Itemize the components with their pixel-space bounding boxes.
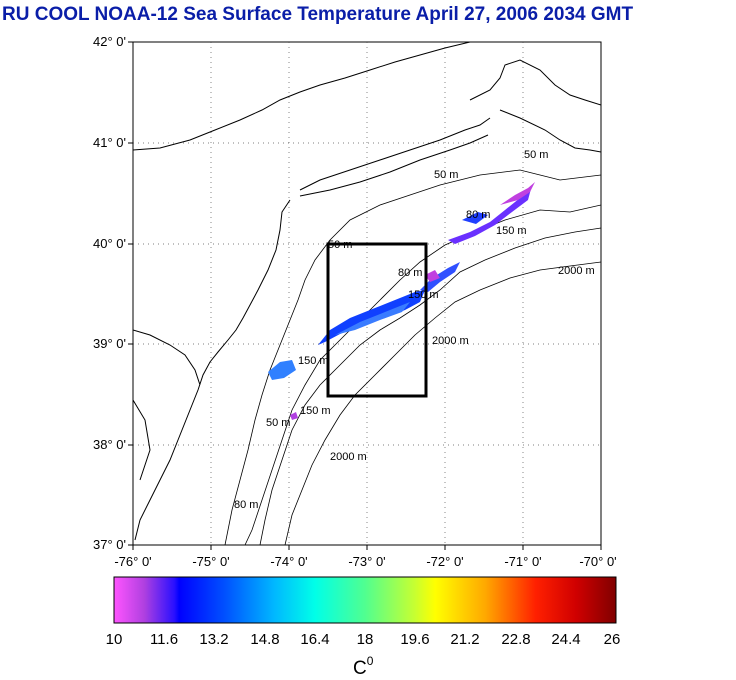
colorbar-tick-label: 22.8 [501,631,530,648]
lat-tick-label: 37° 0' [93,537,126,552]
graticule [133,42,601,545]
chart-title: RU COOL NOAA-12 Sea Surface Temperature … [2,4,634,25]
contour-50m [224,169,601,545]
contour-label: 2000 m [330,451,367,463]
colorbar-tick-label: 13.2 [199,631,228,648]
contour-label: 150 m [496,225,527,237]
lon-tick-label: -76° 0' [114,554,151,569]
colorbar-labels: 10 11.6 13.2 14.8 16.4 18 19.6 21.2 22.8… [106,631,621,648]
colorbar-tick-label: 24.4 [551,631,580,648]
map-plot-area [132,41,602,546]
lon-tick-label: -74° 0' [270,554,307,569]
colorbar-tick-label: 26 [604,631,621,648]
lon-tick-label: -75° 0' [192,554,229,569]
contour-2000m [284,261,601,545]
contour-label: 150 m [298,355,329,367]
latitude-labels: 42° 0' 41° 0' 40° 0' 39° 0' 38° 0' 37° 0… [93,34,126,552]
contour-label: 50 m [434,169,458,181]
colorbar-tick-label: 18 [357,631,374,648]
coastline-long-island [299,117,491,197]
contour-label: 150 m [300,405,331,417]
lat-tick-label: 40° 0' [93,236,126,251]
contour-150m [259,227,601,545]
colorbar-tick-label: 19.6 [400,631,429,648]
contour-label: 80 m [466,209,490,221]
colorbar-tick-label: 14.8 [250,631,279,648]
contour-label: 150 m [408,289,439,301]
lat-tick-label: 41° 0' [93,135,126,150]
lon-tick-label: -71° 0' [504,554,541,569]
coastline-mainland [133,42,471,541]
contour-label: 80 m [398,267,422,279]
lon-tick-label: -70° 0' [579,554,616,569]
colorbar-tick-label: 21.2 [450,631,479,648]
contour-label: 2000 m [558,265,595,277]
colorbar-unit-label: C0 [353,654,374,679]
lon-tick-label: -73° 0' [348,554,385,569]
colorbar-tick-label: 11.6 [150,631,178,648]
contour-label: 50 m [266,417,290,429]
contour-label: 2000 m [432,335,469,347]
lat-tick-label: 38° 0' [93,437,126,452]
axis-ticks [128,41,602,550]
sst-patches [268,182,535,420]
coastline-new-england [469,59,601,153]
contour-label: 80 m [234,499,258,511]
study-area-box [326,242,428,398]
lat-tick-label: 42° 0' [93,34,126,49]
contour-label: 50 m [524,149,548,161]
lon-tick-label: -72° 0' [426,554,463,569]
colorbar [113,576,617,624]
colorbar-tick-label: 16.4 [300,631,329,648]
contour-label: 50 m [328,239,352,251]
lat-tick-label: 39° 0' [93,336,126,351]
longitude-labels: -76° 0' -75° 0' -74° 0' -73° 0' -72° 0' … [114,554,616,569]
colorbar-tick-label: 10 [106,631,123,648]
contour-labels: 50 m 50 m 80 m 150 m 2000 m 50 m 80 m 15… [234,149,595,511]
